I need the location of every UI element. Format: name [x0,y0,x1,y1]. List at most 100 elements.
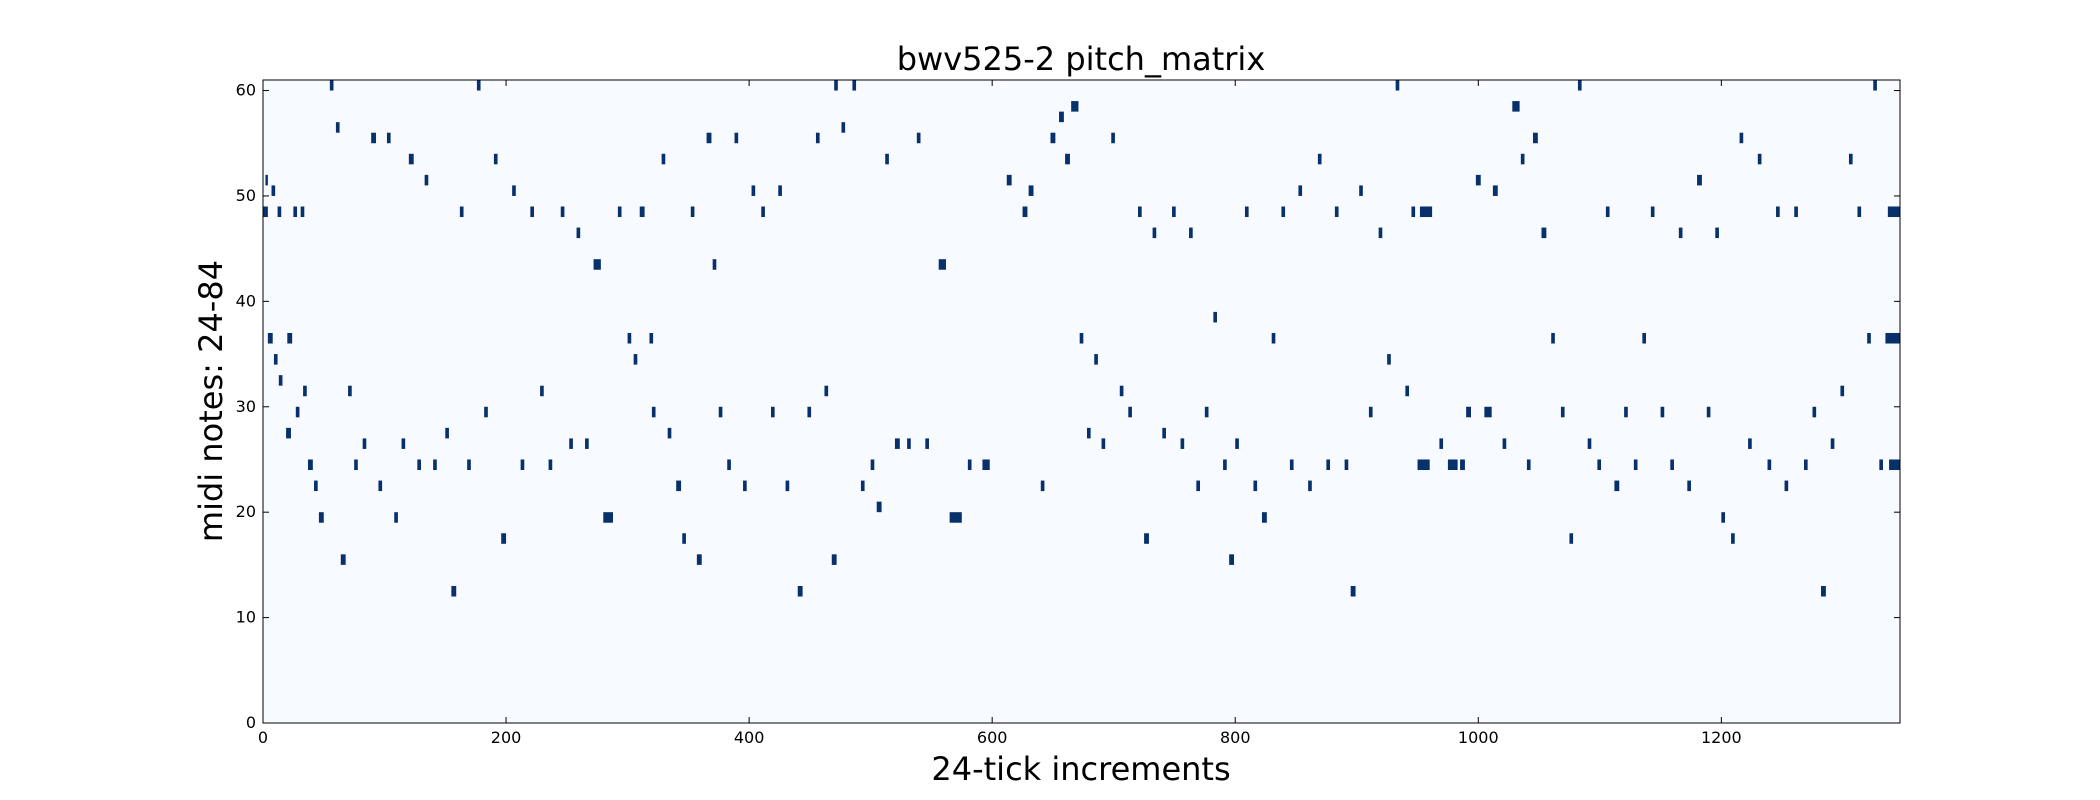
note-bar [1784,480,1789,492]
note-bar [938,259,946,270]
note-bar [1359,185,1363,196]
note-bar [1889,459,1900,471]
note-bar [706,132,712,144]
note-bar [1028,185,1034,196]
note-bar [476,80,481,91]
note-bar [1439,438,1444,449]
note-bar [797,585,803,597]
note-bar [785,480,790,492]
chart-title: bwv525-2 pitch_matrix [897,40,1266,78]
note-bar [1086,427,1091,439]
note-bar [696,554,702,565]
note-bar [1776,206,1780,218]
y-axis-label: midi notes: 24-84 [192,260,230,542]
note-bar [286,427,291,439]
note-bar [386,132,391,144]
note-bar [761,206,765,218]
note-bar [1748,438,1752,449]
note-bar [627,332,632,344]
note-bar [852,80,857,91]
note-bar [1587,438,1592,449]
note-bar [751,185,756,196]
note-bar [278,375,283,386]
note-bar [512,185,516,196]
note-bar [1803,459,1808,471]
note-bar [1560,406,1565,418]
note-bar [1670,459,1674,471]
note-bar [1022,206,1028,218]
note-bar [743,480,747,492]
note-bar [1144,533,1149,544]
note-bar [265,174,268,186]
note-bar [1235,438,1239,449]
note-bar [1079,332,1084,344]
note-bar [520,459,525,471]
note-bar [603,512,613,523]
note-bar [770,406,775,418]
note-bar [661,153,666,165]
x-tick-label: 800 [1220,728,1251,747]
note-bar [300,206,305,218]
note-bar [1119,385,1124,397]
note-bar [335,122,340,133]
note-bar [1739,132,1744,144]
note-bar [1334,206,1339,218]
note-bar [1484,406,1492,418]
note-bar [1466,406,1471,418]
note-bar [1229,554,1235,565]
note-bar [651,406,656,418]
note-bar [1223,459,1227,471]
x-axis-label: 24-tick increments [931,750,1230,788]
note-bar [712,259,717,270]
note-bar [1767,459,1772,471]
note-bar [271,185,276,196]
note-bar [1071,101,1079,112]
x-tick-label: 1000 [1458,728,1499,747]
note-bar [1189,227,1193,239]
note-bar [484,406,488,418]
note-bar [1180,438,1185,449]
note-bar [1721,512,1725,523]
note-bar [493,153,498,165]
note-bar [682,533,686,544]
note-bar [1094,354,1098,365]
note-bar [1541,227,1547,239]
note-bar [1642,332,1647,344]
note-bar [690,206,695,218]
x-tick-label: 400 [734,728,765,747]
note-bar [585,438,589,449]
y-tick-label: 10 [236,608,256,627]
note-bar [1204,406,1209,418]
note-bar [1326,459,1331,471]
note-bar [1244,206,1249,218]
note-bar [267,332,273,344]
x-tick-label: 0 [258,728,268,747]
note-bar [1378,227,1383,239]
note-bar [1597,459,1602,471]
note-bar [949,512,962,523]
note-bar [1006,174,1012,186]
note-bar [1731,533,1735,544]
note-bar [778,185,782,196]
note-bar [1687,480,1691,492]
note-bar [894,438,900,449]
note-bar [667,427,672,439]
note-bar [1551,332,1555,344]
note-bar [860,480,865,492]
y-tick-label: 40 [236,291,256,310]
note-bar [540,385,544,397]
note-bar [1289,459,1294,471]
note-bar [1830,438,1835,449]
note-bar [1261,512,1267,523]
note-bar [362,438,367,449]
note-bar [295,406,300,418]
note-bar [1502,438,1507,449]
note-bar [815,132,820,144]
note-bar [1706,406,1711,418]
y-tick-label: 60 [236,81,256,100]
note-bar [1101,438,1106,449]
note-bar [287,332,293,344]
note-bar [982,459,990,471]
note-bar [1059,111,1064,123]
